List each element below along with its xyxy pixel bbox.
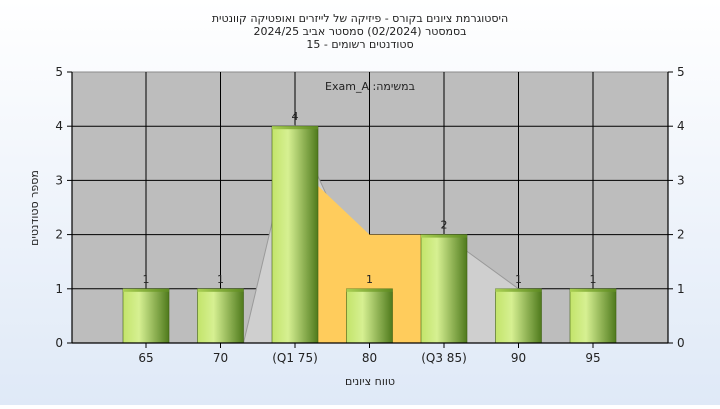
bar-cap-70 [197,288,244,292]
x-axis-label: טווח ציונים [345,375,395,388]
bar-95 [569,288,617,344]
bar-value-label: 4 [292,110,299,123]
bar-cap-65 [123,288,169,292]
bar-cap-(Q1 75) [272,126,318,130]
x-tick-label: 70 [213,351,228,365]
x-tick-label: 80 [362,351,377,365]
bar-value-label: 2 [441,219,448,232]
y-tick-label-right: 3 [677,173,685,187]
y-tick-label-left: 5 [55,65,63,79]
bar-(Q1 75) [271,125,319,344]
chart-title-line-1: היסטוגרמת ציונים בקורס - פיזיקה של לייזר… [212,12,508,25]
y-tick-label-right: 2 [677,228,685,242]
y-axis-label: מספר סטודנטים [28,170,41,246]
y-tick-label-left: 3 [55,173,63,187]
y-tick-label-left: 4 [55,119,63,133]
bar-70 [197,288,244,344]
bar-cap-95 [570,288,616,292]
bar-value-label: 1 [217,273,224,286]
y-tick-label-right: 1 [677,282,685,296]
bar-cap-(Q3 85) [421,234,467,238]
bar-90 [495,288,542,344]
bar-value-label: 1 [143,273,150,286]
y-tick-label-right: 4 [677,119,685,133]
y-tick-label-left: 2 [55,228,63,242]
y-tick-label-left: 1 [55,282,63,296]
bar-value-label: 1 [515,273,522,286]
x-tick-label: (Q1 75) [272,351,318,365]
chart-title-line-2: בסמסטר (02/2024) סמסטר אביב 2024/25 [253,25,466,38]
bar-cap-90 [495,288,542,292]
x-tick-label: 90 [511,351,526,365]
y-tick-label-right: 5 [677,65,685,79]
x-tick-label: 95 [585,351,600,365]
bar-cap-80 [346,288,393,292]
bar-(Q3 85) [420,234,468,344]
iqr-region [295,164,444,343]
bar-80 [346,288,393,344]
chart-title-line-3: סטודנטים רשומים - 15 [306,38,413,51]
bar-65 [122,288,170,344]
y-tick-label-right: 0 [677,336,685,350]
bar-value-label: 1 [590,273,597,286]
x-tick-label: (Q3 85) [421,351,467,365]
bar-value-label: 1 [366,273,373,286]
x-tick-label: 65 [138,351,153,365]
y-tick-label-left: 0 [55,336,63,350]
legend-label: Exam_A :במשימה [325,80,415,93]
